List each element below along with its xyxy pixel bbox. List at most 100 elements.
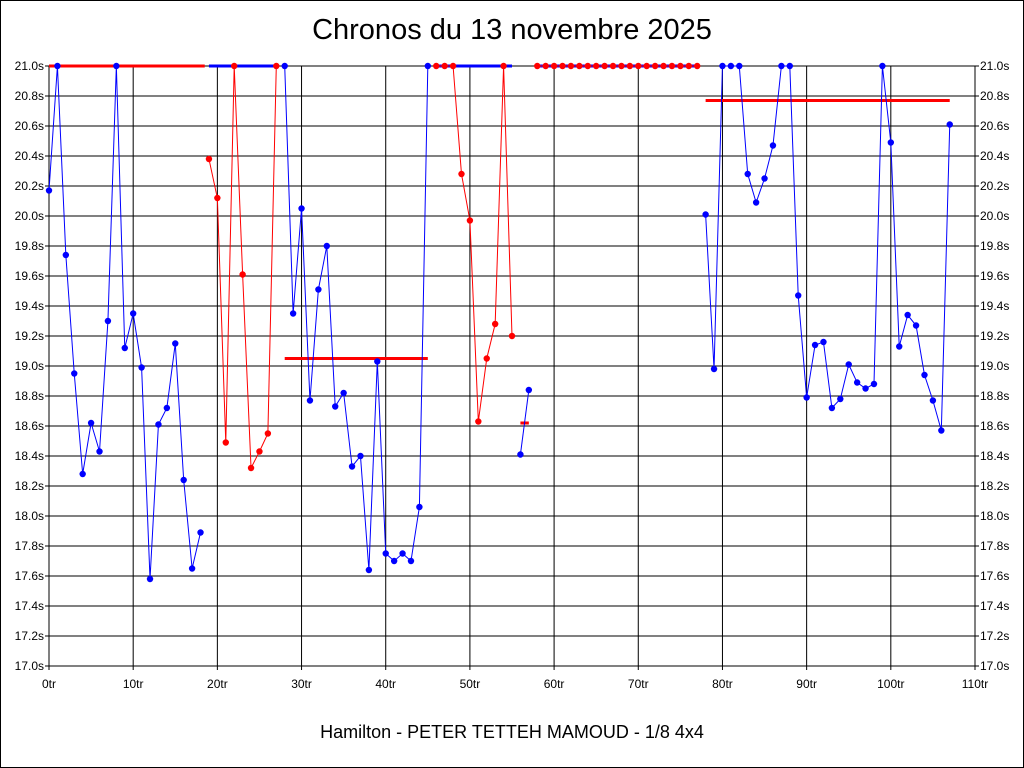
data-point [62,251,70,259]
data-point [921,371,928,379]
data-point [635,62,642,70]
data-point [323,242,330,250]
data-point [214,194,221,202]
data-point [365,566,373,574]
data-point [172,340,179,347]
y-tick-label-right: 20.2s [980,179,1009,193]
x-tick-label: 100tr [877,677,904,691]
data-point [534,62,541,70]
data-point [525,386,533,394]
data-point [197,529,204,536]
x-tick-label: 10tr [123,677,144,691]
data-point [180,476,187,484]
y-tick-label-right: 17.8s [980,539,1009,553]
x-tick-label: 0tr [42,677,56,691]
y-tick-label-left: 17.0s [15,659,44,673]
data-point [769,142,777,149]
series-line [436,65,513,422]
data-point [811,341,819,349]
y-tick-label-right: 19.0s [980,359,1009,373]
data-point [803,394,810,401]
data-point [483,355,490,362]
y-tick-label-right: 20.6s [980,119,1009,133]
series-line [284,65,429,571]
data-point [382,550,389,557]
y-tick-label-left: 21.0s [15,59,44,73]
x-tick-label: 40tr [375,677,396,691]
x-tick-label: 30tr [291,677,312,691]
y-tick-label-right: 19.4s [980,299,1009,313]
data-point [660,62,667,70]
data-point [340,389,347,397]
series-line [705,65,951,431]
data-point [458,170,465,178]
y-tick-label-right: 21.0s [980,59,1009,73]
data-point [929,397,937,404]
data-point [837,395,844,403]
data-point [904,311,911,319]
y-tick-label-left: 19.0s [15,359,44,373]
x-tick-label: 20tr [207,677,228,691]
y-tick-label-right: 19.6s [980,269,1009,283]
y-tick-label-right: 17.0s [980,659,1009,673]
data-point [104,317,112,325]
data-point [828,404,836,412]
data-point [668,62,676,70]
series-line [519,389,530,455]
x-tick-label: 50tr [460,677,481,691]
data-point [744,170,751,178]
y-tick-label-left: 18.2s [15,479,44,493]
y-tick-label-left: 19.8s [15,239,44,253]
data-point [138,364,145,371]
data-point [508,332,516,340]
data-point [332,403,339,410]
data-point [685,62,692,70]
data-point [129,310,137,317]
data-point [626,62,634,70]
y-tick-label-right: 18.0s [980,509,1009,523]
y-tick-label-left: 17.6s [15,569,44,583]
data-point [264,430,272,437]
y-tick-label-left: 18.6s [15,419,44,433]
y-tick-label-left: 19.6s [15,269,44,283]
data-point [475,418,482,425]
y-tick-label-left: 19.4s [15,299,44,313]
data-point [559,62,566,70]
y-tick-label-right: 17.4s [980,599,1009,613]
data-point [727,62,735,70]
data-point [584,62,591,70]
data-point [273,62,280,70]
data-point [441,62,448,70]
y-tick-label-left: 20.8s [15,89,44,103]
data-point [239,271,246,278]
data-point [247,464,255,472]
data-point [719,62,726,70]
y-tick-label-right: 17.2s [980,629,1009,643]
data-point [315,286,322,293]
data-point [407,557,415,565]
data-point [348,463,356,470]
y-tick-label-left: 20.0s [15,209,44,223]
x-tick-label: 70tr [628,677,649,691]
data-point [188,565,196,572]
y-tick-label-right: 19.2s [980,329,1009,343]
y-tick-label-left: 18.4s [15,449,44,463]
data-point [298,205,305,212]
data-point [87,419,95,427]
x-tick-label: 110tr [962,677,988,691]
data-point [424,62,432,70]
y-tick-label-right: 20.8s [980,89,1009,103]
data-point [761,175,768,182]
data-point [121,344,128,352]
data-point [694,62,701,70]
x-tick-label: 60tr [544,677,565,691]
data-point [912,322,920,329]
data-point [281,62,288,70]
y-tick-label-left: 17.4s [15,599,44,613]
data-point [79,470,86,478]
data-point [567,62,575,70]
data-point [879,62,886,70]
y-tick-label-left: 20.6s [15,119,44,133]
data-point [374,358,381,365]
